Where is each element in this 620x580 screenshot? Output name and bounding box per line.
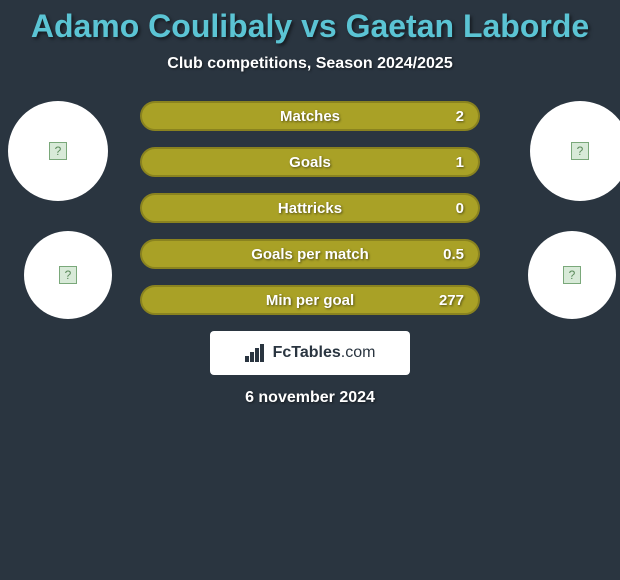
image-placeholder-icon [59, 266, 77, 284]
stat-label: Goals per match [251, 246, 369, 263]
stat-bar: Goals per match 0.5 [140, 239, 480, 269]
stat-value: 277 [439, 292, 464, 309]
player1-avatar [8, 101, 108, 201]
stat-label: Min per goal [266, 292, 354, 309]
comparison-title: Adamo Coulibaly vs Gaetan Laborde [0, 0, 620, 45]
stat-value: 0 [456, 200, 464, 217]
stats-bars: Matches 2 Goals 1 Hattricks 0 Goals per … [140, 101, 480, 315]
branding-name: FcTables [273, 344, 341, 362]
stat-value: 1 [456, 154, 464, 171]
content-area: Matches 2 Goals 1 Hattricks 0 Goals per … [0, 101, 620, 407]
stat-bar: Hattricks 0 [140, 193, 480, 223]
stat-bar: Min per goal 277 [140, 285, 480, 315]
club1-avatar [24, 231, 112, 319]
club2-avatar [528, 231, 616, 319]
stat-label: Goals [289, 154, 331, 171]
player2-avatar [530, 101, 620, 201]
stat-value: 2 [456, 108, 464, 125]
branding-box: FcTables.com [210, 331, 410, 375]
player2-name: Gaetan Laborde [346, 8, 590, 44]
subtitle: Club competitions, Season 2024/2025 [0, 55, 620, 73]
bars-icon [245, 344, 267, 362]
date-text: 6 november 2024 [0, 389, 620, 407]
image-placeholder-icon [571, 142, 589, 160]
image-placeholder-icon [563, 266, 581, 284]
stat-bar: Matches 2 [140, 101, 480, 131]
player1-name: Adamo Coulibaly [31, 8, 292, 44]
stat-bar: Goals 1 [140, 147, 480, 177]
branding-suffix: .com [341, 344, 376, 362]
vs-text: vs [301, 8, 337, 44]
stat-value: 0.5 [443, 246, 464, 263]
image-placeholder-icon [49, 142, 67, 160]
stat-label: Hattricks [278, 200, 342, 217]
stat-label: Matches [280, 108, 340, 125]
